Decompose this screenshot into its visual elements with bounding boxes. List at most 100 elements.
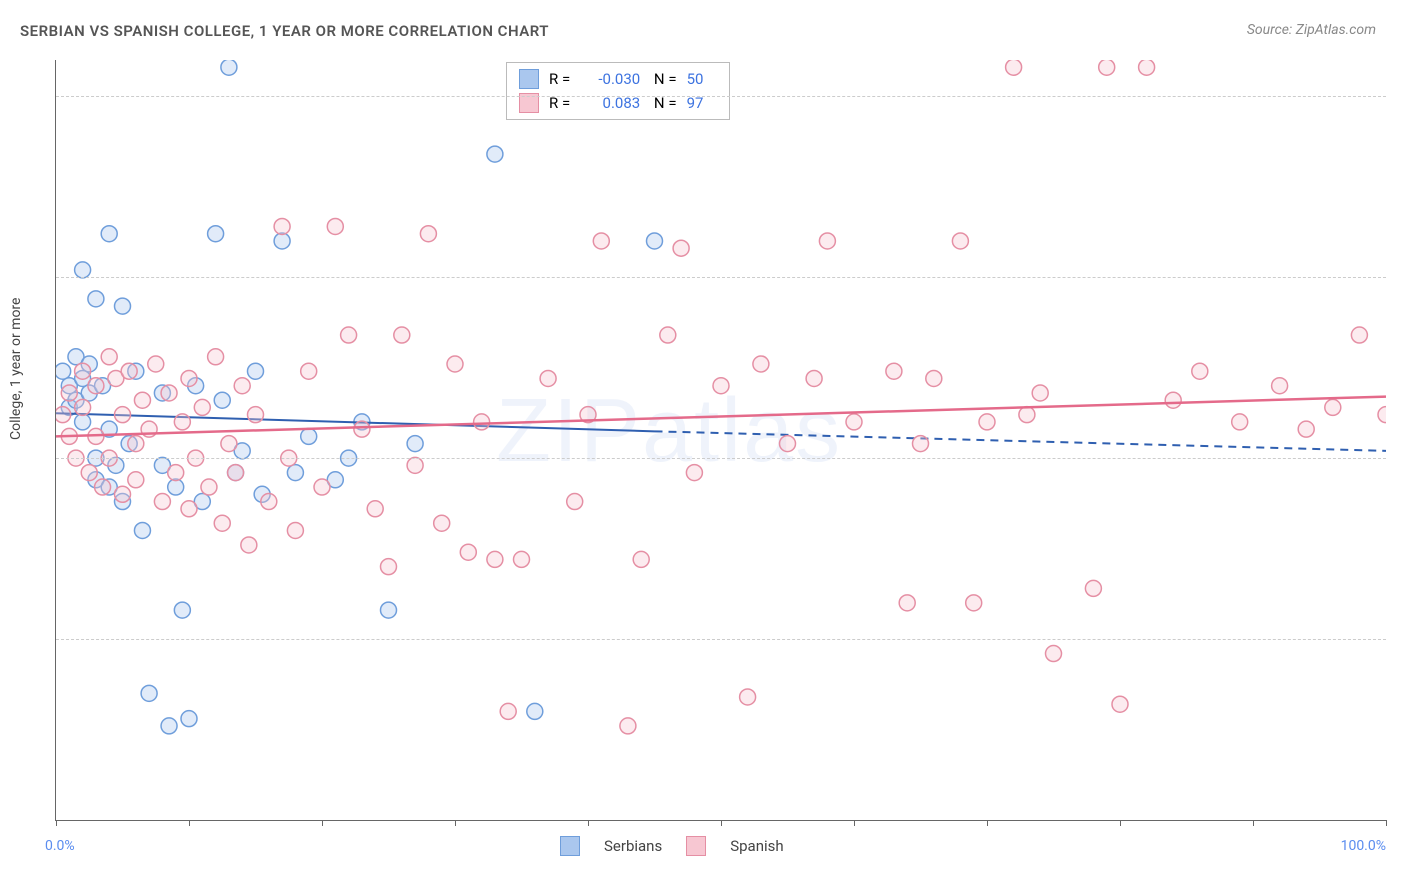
data-point [567, 494, 583, 510]
data-point [88, 378, 104, 394]
data-point [134, 522, 150, 538]
data-point [301, 363, 317, 379]
data-point [1351, 327, 1367, 343]
data-point [168, 465, 184, 481]
data-point [354, 421, 370, 437]
data-point [1032, 385, 1048, 401]
plot-area: ZIPatlas R = -0.030 N = 50 R = 0.083 N =… [55, 60, 1386, 821]
data-point [75, 363, 91, 379]
x-tick [854, 820, 855, 826]
data-point [1085, 580, 1101, 596]
data-point [194, 399, 210, 415]
x-tick [1120, 820, 1121, 826]
data-point [201, 479, 217, 495]
x-tick [721, 820, 722, 826]
data-point [56, 407, 71, 423]
data-point [514, 551, 530, 567]
y-axis-label: College, 1 year or more [8, 298, 24, 440]
data-point [381, 559, 397, 575]
data-point [154, 494, 170, 510]
data-point [161, 385, 177, 401]
x-tick [987, 820, 988, 826]
x-tick [1386, 820, 1387, 826]
data-point [500, 703, 516, 719]
data-point [287, 465, 303, 481]
legend-row-serbians: R = -0.030 N = 50 [519, 69, 717, 89]
data-point [1099, 60, 1115, 75]
data-point [633, 551, 649, 567]
data-point [181, 501, 197, 517]
correlation-legend: R = -0.030 N = 50 R = 0.083 N = 97 [506, 62, 730, 120]
data-point [1019, 407, 1035, 423]
data-point [753, 356, 769, 372]
data-point [134, 392, 150, 408]
data-point [287, 522, 303, 538]
data-point [115, 407, 131, 423]
data-point [261, 494, 277, 510]
data-point [56, 363, 71, 379]
data-point [327, 218, 343, 234]
data-point [75, 414, 91, 430]
data-point [208, 349, 224, 365]
data-point [899, 595, 915, 611]
data-point [214, 515, 230, 531]
gridline [56, 96, 1386, 97]
data-point [527, 703, 543, 719]
data-point [713, 378, 729, 394]
data-point [208, 226, 224, 242]
legend-r-value-0: -0.030 [580, 70, 640, 88]
scatter-svg [56, 60, 1386, 820]
gridline [56, 277, 1386, 278]
data-point [686, 465, 702, 481]
data-point [161, 718, 177, 734]
data-point [673, 240, 689, 256]
data-point [474, 414, 490, 430]
data-point [128, 472, 144, 488]
data-point [460, 544, 476, 560]
data-point [819, 233, 835, 249]
data-point [141, 685, 157, 701]
data-point [487, 551, 503, 567]
data-point [248, 407, 264, 423]
legend-n-label: N = [650, 70, 676, 88]
swatch-spanish-bottom [686, 836, 706, 856]
data-point [168, 479, 184, 495]
data-point [420, 226, 436, 242]
data-point [181, 711, 197, 727]
x-tick [588, 820, 589, 826]
series-legend: Serbians Spanish [560, 836, 784, 856]
data-point [620, 718, 636, 734]
data-point [241, 537, 257, 553]
x-tick [322, 820, 323, 826]
data-point [81, 465, 97, 481]
data-point [447, 356, 463, 372]
data-point [115, 486, 131, 502]
data-point [274, 233, 290, 249]
x-axis-max-label: 100.0% [1341, 838, 1386, 854]
data-point [274, 218, 290, 234]
data-point [1378, 407, 1386, 423]
data-point [234, 378, 250, 394]
data-point [221, 60, 237, 75]
series-label-1: Spanish [730, 837, 783, 855]
data-point [780, 436, 796, 452]
data-point [487, 146, 503, 162]
gridline [56, 639, 1386, 640]
swatch-serbians [519, 69, 539, 89]
data-point [660, 327, 676, 343]
data-point [128, 436, 144, 452]
data-point [886, 363, 902, 379]
data-point [301, 428, 317, 444]
x-tick [189, 820, 190, 826]
data-point [228, 465, 244, 481]
x-tick [455, 820, 456, 826]
data-point [394, 327, 410, 343]
chart-title: SERBIAN VS SPANISH COLLEGE, 1 YEAR OR MO… [20, 22, 549, 40]
data-point [61, 385, 77, 401]
data-point [952, 233, 968, 249]
data-point [75, 262, 91, 278]
data-point [314, 479, 330, 495]
data-point [913, 436, 929, 452]
gridline [56, 458, 1386, 459]
legend-r-label: R = [549, 70, 570, 88]
